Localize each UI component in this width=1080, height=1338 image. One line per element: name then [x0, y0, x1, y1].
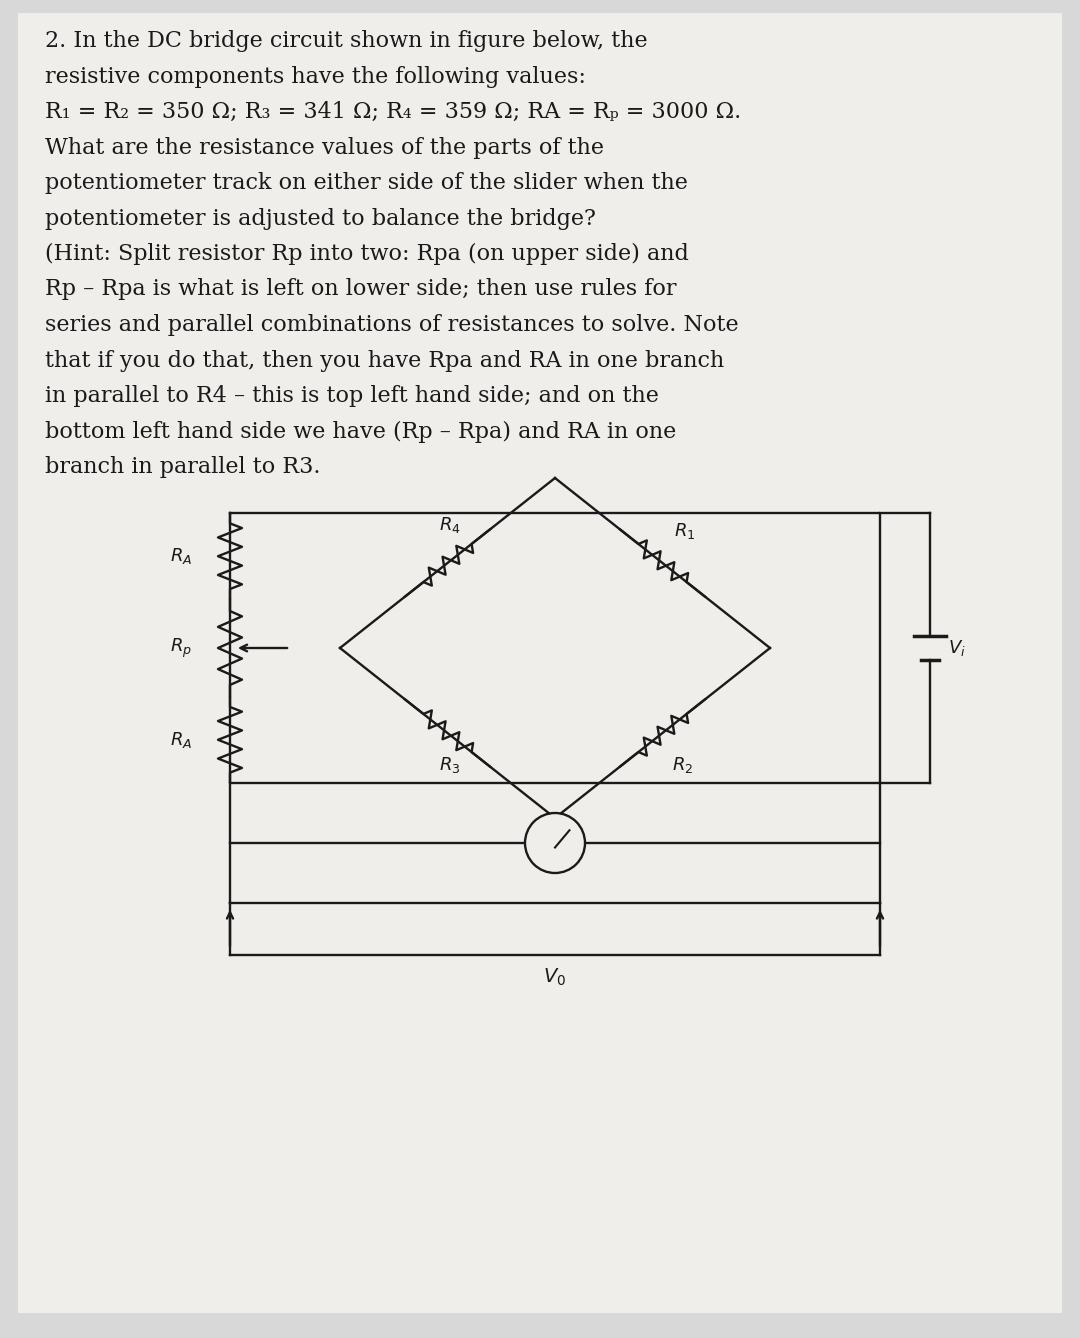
FancyBboxPatch shape	[18, 13, 1062, 1313]
Text: resistive components have the following values:: resistive components have the following …	[45, 66, 585, 87]
Text: series and parallel combinations of resistances to solve. Note: series and parallel combinations of resi…	[45, 314, 739, 336]
Text: $V_i$: $V_i$	[948, 638, 966, 658]
Text: (Hint: Split resistor Rp into two: Rpa (on upper side) and: (Hint: Split resistor Rp into two: Rpa (…	[45, 244, 689, 265]
Text: that if you do that, then you have Rpa and RΑ in one branch: that if you do that, then you have Rpa a…	[45, 349, 725, 372]
Text: potentiometer is adjusted to balance the bridge?: potentiometer is adjusted to balance the…	[45, 207, 596, 230]
Text: What are the resistance values of the parts of the: What are the resistance values of the pa…	[45, 136, 604, 158]
Text: bottom left hand side we have (Rp – Rpa) and RΑ in one: bottom left hand side we have (Rp – Rpa)…	[45, 420, 676, 443]
Text: R₁ = R₂ = 350 Ω; R₃ = 341 Ω; R₄ = 359 Ω; RΑ = Rₚ = 3000 Ω.: R₁ = R₂ = 350 Ω; R₃ = 341 Ω; R₄ = 359 Ω;…	[45, 100, 741, 123]
Text: $R_4$: $R_4$	[438, 515, 460, 535]
Text: $R_1$: $R_1$	[675, 520, 696, 541]
Text: $R_3$: $R_3$	[438, 755, 460, 775]
Text: Rp – Rpa is what is left on lower side; then use rules for: Rp – Rpa is what is left on lower side; …	[45, 278, 676, 301]
Text: $R_A$: $R_A$	[170, 546, 192, 566]
Text: branch in parallel to R3.: branch in parallel to R3.	[45, 456, 321, 478]
Text: in parallel to R4 – this is top left hand side; and on the: in parallel to R4 – this is top left han…	[45, 385, 659, 407]
Circle shape	[525, 814, 585, 872]
Text: potentiometer track on either side of the slider when the: potentiometer track on either side of th…	[45, 173, 688, 194]
Text: $R_2$: $R_2$	[673, 755, 693, 775]
Text: $R_p$: $R_p$	[170, 637, 192, 660]
Text: $R_A$: $R_A$	[170, 729, 192, 749]
Text: $V_0$: $V_0$	[543, 967, 567, 989]
Text: 2. In the DC bridge circuit shown in figure below, the: 2. In the DC bridge circuit shown in fig…	[45, 29, 648, 52]
